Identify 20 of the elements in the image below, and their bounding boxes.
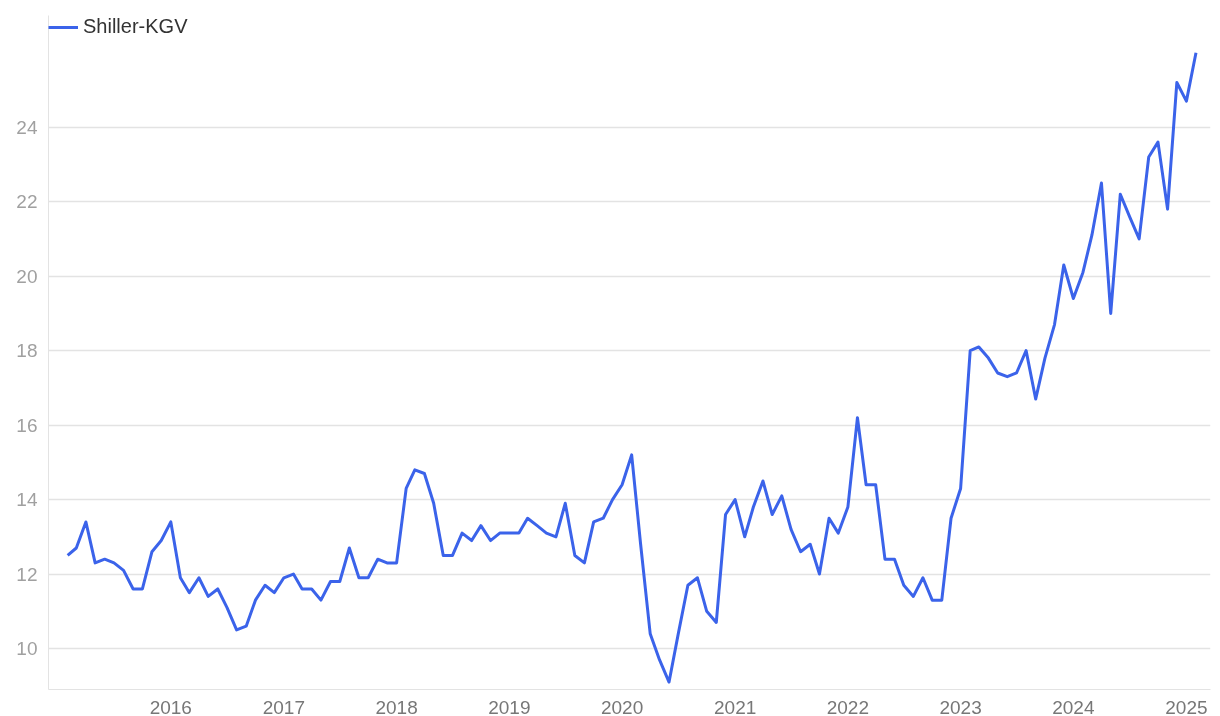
x-tick-label: 2020 xyxy=(600,696,644,716)
y-tick-label: 24 xyxy=(16,116,38,138)
x-tick-label: 2019 xyxy=(488,696,531,716)
y-tick-label: 12 xyxy=(16,563,38,585)
line-series xyxy=(66,51,1198,684)
y-tick-label: 16 xyxy=(16,414,38,436)
x-tick-label: 2025 xyxy=(1165,696,1208,716)
y-tick-label: 18 xyxy=(16,340,38,362)
x-tick-label: 2016 xyxy=(149,696,192,716)
x-tick-label: 2017 xyxy=(262,696,306,716)
x-tick-label: 2024 xyxy=(1052,696,1095,716)
x-tick-label: 2022 xyxy=(826,696,870,716)
y-tick-label: 14 xyxy=(16,489,38,511)
x-tick-label: 2021 xyxy=(714,696,757,716)
x-tick-label: 2018 xyxy=(375,696,418,716)
x-tick-label: 2023 xyxy=(939,696,982,716)
y-tick-label: 20 xyxy=(16,265,38,287)
y-tick-label: 22 xyxy=(16,191,38,213)
legend-label: Shiller-KGV xyxy=(83,15,188,38)
y-tick-label: 10 xyxy=(16,638,38,660)
